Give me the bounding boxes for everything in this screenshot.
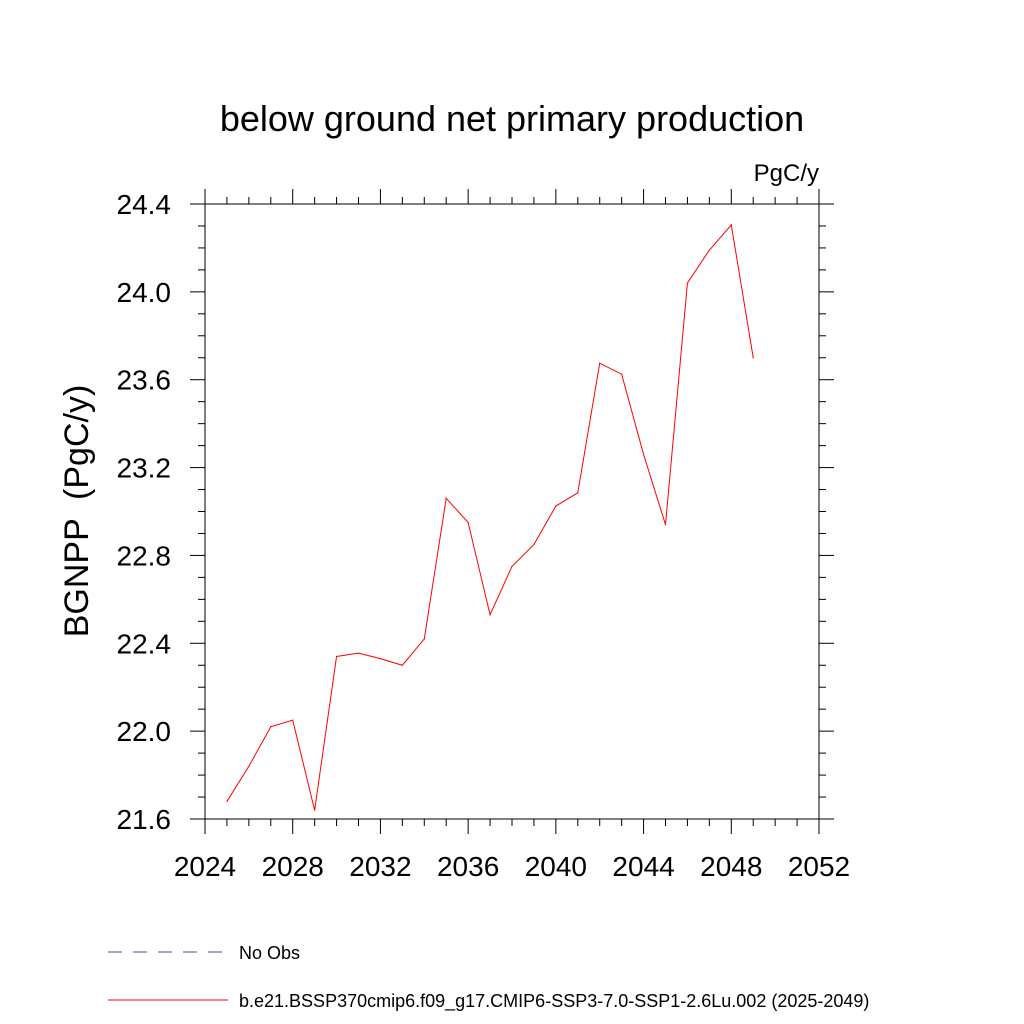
data-point [599,362,601,364]
y-axis-label: BGNPP (PgC/y) [58,385,96,638]
data-point [357,652,360,654]
legend-label: b.e21.BSSP370cmip6.f09_g17.CMIP6-SSP3-7.… [239,991,869,1012]
plot-frame [204,203,820,820]
data-point [621,373,623,375]
y-tick-label: 23.2 [117,453,172,484]
data-point [642,453,645,455]
data-point [401,664,403,666]
data-point [292,719,294,721]
data-point [686,282,689,284]
y-tick-label: 21.6 [117,804,172,835]
x-tick-label: 2028 [262,851,324,882]
x-tick-label: 2044 [612,851,674,882]
y-tick-label: 24.0 [117,277,172,308]
data-point [577,492,579,494]
x-tick-label: 2040 [525,851,587,882]
x-tick-label: 2048 [700,851,762,882]
data-point [533,543,535,546]
series-line [226,223,754,811]
y-tick-label: 23.6 [117,365,172,396]
data-point [379,658,382,660]
data-point [335,655,338,658]
chart-title: below ground net primary production [220,98,804,139]
data-point [467,521,469,524]
data-point [314,809,316,811]
series-layer [226,223,754,811]
data-point [708,249,710,251]
data-point [555,505,557,507]
data-point [664,524,667,526]
data-point [248,765,250,767]
legend-label: No Obs [239,943,300,963]
x-tick-label: 2036 [437,851,499,882]
y-tick-label: 24.4 [117,189,172,220]
data-point [270,726,272,728]
data-point [226,800,228,803]
legend: No Obs b.e21.BSSP370cmip6.f09_g17.CMIP6-S… [108,943,869,1012]
data-point [489,614,491,616]
data-point [730,224,732,226]
units-label: PgC/y [754,160,819,187]
y-tick-label: 22.4 [117,628,172,659]
data-point [511,565,513,568]
data-point [445,497,447,499]
axis-ticks: 2024 2028 2032 2036 2040 2044 2048 2052 21.6 22.0… [117,189,850,882]
data-point [752,357,754,359]
x-tick-label: 2052 [788,851,850,882]
y-tick-label: 22.0 [117,716,172,747]
x-tick-label: 2024 [174,851,236,882]
data-point [423,638,425,640]
x-tick-label: 2032 [349,851,411,882]
y-tick-label: 22.8 [117,540,172,571]
